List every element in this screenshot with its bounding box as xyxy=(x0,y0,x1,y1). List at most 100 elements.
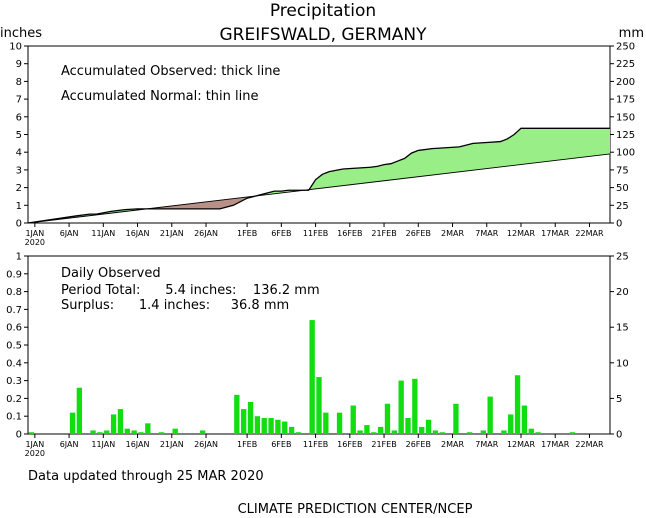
daily-left-tick-label: 0.5 xyxy=(6,341,22,352)
daily-left-tick-label: 0 xyxy=(16,430,22,441)
daily-bar xyxy=(487,396,493,434)
daily-x-tick-label: 11JAN xyxy=(91,440,115,449)
accumulated-chart: 0123456789100255075100125150175200225250… xyxy=(9,42,635,248)
daily-x-tick-label: 1FEB xyxy=(237,440,257,449)
accum-x-tick-label: 1FEB xyxy=(237,229,257,238)
daily-bar xyxy=(425,419,432,434)
normal-line xyxy=(27,153,611,224)
daily-x-tick-label: 26JAN xyxy=(194,440,218,449)
daily-bar xyxy=(480,430,486,434)
accum-x-tick-label: 22MAR xyxy=(575,229,604,238)
daily-chart: 00.10.20.30.40.50.60.70.80.9105101520251… xyxy=(6,252,629,459)
updated-text: Data updated through 25 MAR 2020 xyxy=(28,469,264,484)
daily-bar xyxy=(357,430,363,434)
daily-bar xyxy=(90,430,96,434)
daily-x-tick-label: 11FEB xyxy=(303,440,328,449)
daily-bar xyxy=(419,426,425,434)
daily-bar xyxy=(377,426,384,434)
accum-right-tick-label: 175 xyxy=(616,95,635,106)
daily-bar xyxy=(535,432,541,434)
accum-left-tick-label: 5 xyxy=(16,130,22,141)
accum-left-tick-label: 10 xyxy=(9,42,22,53)
daily-bar xyxy=(569,432,576,434)
daily-x-tick-label: 16FEB xyxy=(337,440,362,449)
accum-right-tick-label: 0 xyxy=(616,219,622,230)
daily-bar xyxy=(439,432,445,434)
daily-bar xyxy=(371,432,377,434)
daily-bar xyxy=(514,375,521,434)
daily-bar xyxy=(288,426,295,434)
accum-x-tick-label: 26JAN xyxy=(194,229,218,238)
accum-x-tick-year: 2020 xyxy=(25,238,45,247)
accum-x-tick-label: 21FEB xyxy=(371,229,396,238)
daily-x-tick-label: 7MAR xyxy=(475,440,498,449)
daily-left-tick-label: 0.8 xyxy=(6,287,22,298)
accum-right-tick-label: 200 xyxy=(616,77,635,88)
daily-bar xyxy=(501,430,507,434)
daily-right-tick-label: 10 xyxy=(616,358,629,369)
accum-x-tick-label: 2MAR xyxy=(441,229,464,238)
daily-bar xyxy=(28,432,35,434)
daily-left-tick-label: 0.1 xyxy=(6,412,22,423)
daily-bar xyxy=(76,387,83,434)
daily-bar xyxy=(364,425,370,434)
accum-right-tick-label: 75 xyxy=(616,165,629,176)
daily-bar xyxy=(391,430,397,434)
daily-bar xyxy=(97,432,103,434)
accum-x-tick-label: 6FEB xyxy=(271,229,291,238)
daily-bar xyxy=(282,421,288,434)
daily-bar xyxy=(508,414,514,434)
daily-x-tick-label: 26FEB xyxy=(406,440,431,449)
daily-bar xyxy=(131,430,137,434)
accum-left-tick-label: 0 xyxy=(16,219,22,230)
accum-x-tick-label: 6JAN xyxy=(60,229,79,238)
accum-x-tick-label: 11FEB xyxy=(303,229,328,238)
daily-x-tick-label: 6JAN xyxy=(60,440,79,449)
observed-line xyxy=(27,127,610,224)
daily-x-tick-label: 21FEB xyxy=(371,440,396,449)
daily-x-tick-label: 2MAR xyxy=(441,440,464,449)
daily-bar xyxy=(316,377,322,434)
daily-bar xyxy=(528,428,534,434)
daily-x-tick-label: 6FEB xyxy=(271,440,291,449)
daily-bar xyxy=(199,430,206,434)
daily-x-tick-label: 21JAN xyxy=(160,440,184,449)
daily-bar xyxy=(309,320,315,434)
accum-left-tick-label: 4 xyxy=(16,148,22,159)
accum-left-tick-label: 6 xyxy=(16,112,22,123)
daily-bar xyxy=(110,414,117,434)
accum-right-tick-label: 125 xyxy=(616,130,635,141)
daily-bar xyxy=(323,412,329,434)
accum-x-tick-label: 21JAN xyxy=(160,229,184,238)
daily-x-tick-label: 12MAR xyxy=(507,440,536,449)
daily-bar xyxy=(145,423,151,434)
annotation-surplus: Surplus: 1.4 inches: 36.8 mm xyxy=(61,298,289,313)
daily-x-tick-label: 22MAR xyxy=(575,440,604,449)
daily-bar xyxy=(104,430,110,434)
daily-bar xyxy=(261,417,267,434)
daily-bar xyxy=(405,417,411,434)
daily-bar xyxy=(453,403,459,434)
daily-left-tick-label: 1 xyxy=(16,252,22,263)
daily-bar xyxy=(69,412,76,434)
daily-left-tick-label: 0.4 xyxy=(6,358,22,369)
accum-right-tick-label: 100 xyxy=(616,148,635,159)
daily-bar xyxy=(172,428,178,434)
accum-left-tick-label: 2 xyxy=(16,183,22,194)
annotation-normal: Accumulated Normal: thin line xyxy=(61,89,259,104)
daily-bar xyxy=(398,380,404,434)
accum-left-tick-label: 8 xyxy=(16,77,22,88)
daily-bar xyxy=(234,394,240,434)
accum-x-tick-label: 16FEB xyxy=(337,229,362,238)
daily-left-tick-label: 0.9 xyxy=(6,269,22,280)
daily-bar xyxy=(295,432,302,434)
daily-left-tick-label: 0.3 xyxy=(6,376,22,387)
annotation-daily: Daily Observed xyxy=(61,266,161,281)
accum-x-tick-label: 11JAN xyxy=(91,229,115,238)
annotation-observed: Accumulated Observed: thick line xyxy=(61,64,280,79)
daily-bar xyxy=(268,417,274,434)
daily-bar xyxy=(158,432,165,434)
accum-right-tick-label: 25 xyxy=(616,201,629,212)
left-unit-label: inches xyxy=(0,26,42,41)
daily-x-tick-label: 16JAN xyxy=(126,440,150,449)
